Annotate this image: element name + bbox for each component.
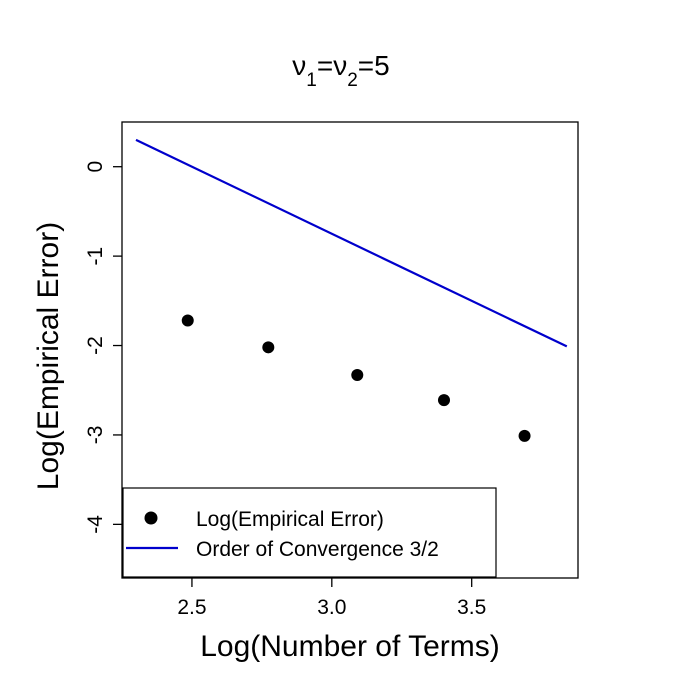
plot-marks <box>135 138 568 442</box>
plot-frame <box>121 121 579 579</box>
data-point <box>518 429 531 442</box>
legend-label-line: Order of Convergence 3/2 <box>196 538 439 561</box>
x-axis: 2.5 3.0 3.5 <box>177 578 486 619</box>
y-tick-label: -4 <box>84 515 107 534</box>
legend: Log(Empirical Error) Order of Convergenc… <box>122 487 497 578</box>
y-tick-label: -1 <box>84 247 107 266</box>
data-point <box>437 394 450 407</box>
legend-label-points: Log(Empirical Error) <box>196 508 384 531</box>
y-tick-label: -3 <box>84 426 107 445</box>
legend-box <box>122 487 497 578</box>
chart-title-part: ν <box>292 50 306 81</box>
y-tick-label: 0 <box>84 161 107 173</box>
y-axis-label: Log(Empirical Error) <box>32 222 65 490</box>
chart-title-part: 2 <box>347 70 358 91</box>
x-tick-label: 3.0 <box>317 596 346 619</box>
data-point <box>262 341 275 354</box>
y-axis: 0 -1 -2 -3 -4 <box>84 161 122 534</box>
x-axis-label: Log(Number of Terms) <box>200 630 500 663</box>
chart-title-part: 1 <box>306 70 317 91</box>
data-point <box>181 314 194 327</box>
y-tick-label: -2 <box>84 336 107 355</box>
convergence-line <box>135 138 568 348</box>
chart-title-part: =ν <box>317 50 347 81</box>
x-tick-label: 3.5 <box>457 596 486 619</box>
chart-title-part: =5 <box>358 50 390 81</box>
chart-title: ν1=ν2=5 <box>292 50 389 91</box>
data-point <box>351 369 364 382</box>
legend-marker-points <box>144 511 158 525</box>
x-tick-label: 2.5 <box>177 596 206 619</box>
